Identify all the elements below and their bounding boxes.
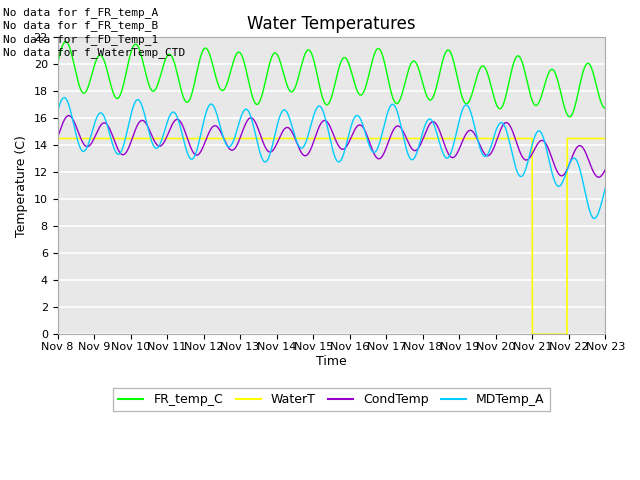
FR_temp_C [485,76,493,82]
FR_temp_C [586,61,593,67]
Line: MDTemp_A: MDTemp_A [58,97,605,218]
CondTemp [82,144,90,149]
WaterT [602,136,609,142]
WaterT [586,136,593,142]
WaterT [320,136,328,142]
WaterT [485,136,493,142]
FR_temp_C [306,48,314,53]
X-axis label: Time: Time [316,355,347,368]
WaterT [529,331,536,337]
Text: No data for f_FR_temp_A
No data for f_FR_temp_B
No data for f_FD_Temp_1
No data : No data for f_FR_temp_A No data for f_FR… [3,7,186,58]
MDTemp_A [54,109,61,115]
CondTemp [306,148,314,154]
FR_temp_C [320,99,328,105]
MDTemp_A [586,207,593,213]
Line: WaterT: WaterT [58,139,605,334]
WaterT [54,136,61,142]
FR_temp_C [62,39,70,45]
MDTemp_A [60,95,68,100]
WaterT [305,136,313,142]
CondTemp [586,160,593,166]
FR_temp_C [586,62,594,68]
CondTemp [485,152,493,158]
MDTemp_A [485,149,493,155]
Legend: FR_temp_C, WaterT, CondTemp, MDTemp_A: FR_temp_C, WaterT, CondTemp, MDTemp_A [113,388,550,411]
WaterT [586,136,593,142]
WaterT [82,136,90,142]
MDTemp_A [82,147,90,153]
FR_temp_C [566,114,573,120]
FR_temp_C [54,61,61,67]
Y-axis label: Temperature (C): Temperature (C) [15,135,28,237]
CondTemp [54,134,61,140]
CondTemp [586,159,593,165]
MDTemp_A [320,111,328,117]
MDTemp_A [602,185,609,191]
Line: FR_temp_C: FR_temp_C [58,42,605,117]
MDTemp_A [586,208,593,214]
CondTemp [595,174,603,180]
CondTemp [602,167,609,172]
Line: CondTemp: CondTemp [58,116,605,177]
FR_temp_C [602,105,609,111]
FR_temp_C [82,89,90,95]
Title: Water Temperatures: Water Temperatures [247,15,416,33]
CondTemp [65,113,72,119]
MDTemp_A [591,216,598,221]
MDTemp_A [306,127,314,133]
CondTemp [320,118,328,123]
